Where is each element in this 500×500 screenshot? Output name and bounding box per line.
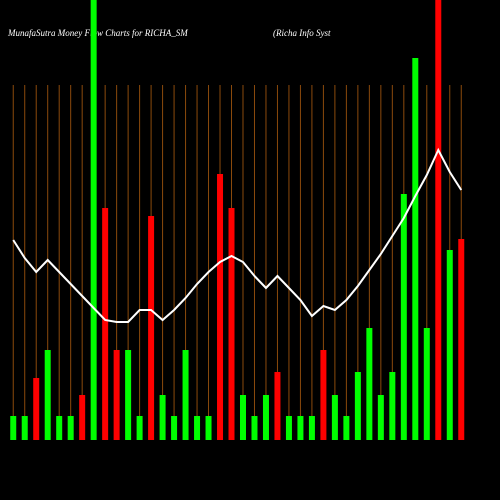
bar: [102, 208, 109, 440]
bar: [217, 174, 224, 440]
chart-title: MunafaSutra Money Flow Charts for RICHA_…: [7, 28, 188, 38]
bar: [331, 395, 338, 440]
bar: [194, 416, 201, 440]
bar: [125, 350, 132, 440]
bar: [205, 416, 212, 440]
bar: [182, 350, 189, 440]
bar: [389, 372, 396, 440]
chart-subtitle: (Richa Info Syst: [273, 28, 331, 38]
bar: [262, 395, 269, 440]
bar: [228, 208, 235, 440]
bar: [33, 378, 40, 440]
bar: [251, 416, 258, 440]
bar: [343, 416, 350, 440]
bar: [79, 395, 86, 440]
bar: [239, 395, 246, 440]
bar: [458, 239, 465, 440]
bar: [423, 328, 430, 440]
bar: [446, 250, 453, 440]
bar: [285, 416, 292, 440]
bar: [400, 194, 407, 440]
bar: [10, 416, 17, 440]
bar: [148, 216, 155, 440]
bar: [67, 416, 74, 440]
bar: [354, 372, 361, 440]
bar: [159, 395, 166, 440]
bar: [136, 416, 143, 440]
bar: [435, 0, 442, 440]
bar: [366, 328, 373, 440]
bar: [297, 416, 304, 440]
bar: [320, 350, 327, 440]
bar: [44, 350, 51, 440]
bar: [56, 416, 63, 440]
bar: [90, 0, 97, 440]
bar: [274, 372, 281, 440]
bar: [113, 350, 120, 440]
bar: [412, 58, 419, 440]
bar: [377, 395, 384, 440]
bar: [21, 416, 28, 440]
bar: [308, 416, 315, 440]
bar: [171, 416, 178, 440]
money-flow-line: [12, 147, 463, 323]
